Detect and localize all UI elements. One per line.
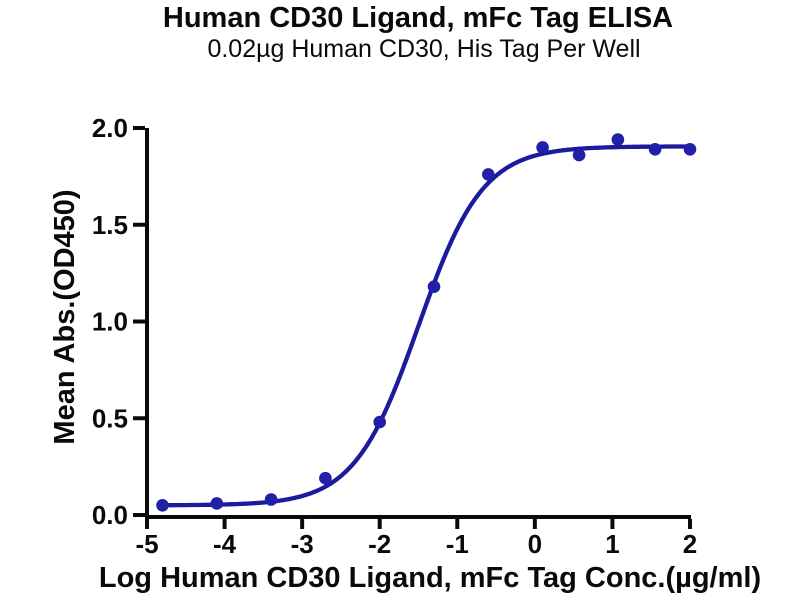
x-axis-label: Log Human CD30 Ligand, mFc Tag Conc.(µg/… xyxy=(99,562,761,594)
x-tick-label: -4 xyxy=(213,529,237,559)
data-point xyxy=(482,168,495,181)
data-point xyxy=(319,471,332,485)
y-tick-label: 0.5 xyxy=(92,403,128,433)
x-tick-label: 1 xyxy=(605,529,619,559)
y-tick-label: 1.5 xyxy=(92,210,128,240)
y-tick-label: 2.0 xyxy=(92,113,128,143)
y-axis-label: Mean Abs.(OD450) xyxy=(49,189,81,444)
x-tick-label: 2 xyxy=(683,529,697,559)
x-tick-label: -5 xyxy=(135,529,158,559)
x-tick-label: 0 xyxy=(528,529,542,559)
y-tick-label: 0.0 xyxy=(92,500,128,530)
x-tick-label: -1 xyxy=(446,529,469,559)
tick-labels: -5 -4 -3 -2 -1 0 1 2 0.0 0.5 1.0 1.5 2.0 xyxy=(92,113,697,559)
data-point xyxy=(156,499,169,512)
y-tick-label: 1.0 xyxy=(92,307,128,337)
chart-title: Human CD30 Ligand, mFc Tag ELISA xyxy=(163,2,673,34)
dose-response-series xyxy=(156,133,697,512)
chart-subtitle: 0.02µg Human CD30, His Tag Per Well xyxy=(207,35,640,63)
data-point xyxy=(536,141,549,154)
fit-curve xyxy=(160,144,693,508)
axes xyxy=(133,126,692,529)
data-point xyxy=(210,497,224,510)
x-tick-label: -3 xyxy=(291,529,314,559)
data-point xyxy=(648,143,662,156)
data-point xyxy=(264,493,278,506)
data-point xyxy=(683,143,697,156)
x-tick-label: -2 xyxy=(368,529,391,559)
data-point xyxy=(427,280,441,294)
data-point xyxy=(373,415,387,429)
data-point xyxy=(572,148,586,162)
data-point xyxy=(611,133,625,146)
